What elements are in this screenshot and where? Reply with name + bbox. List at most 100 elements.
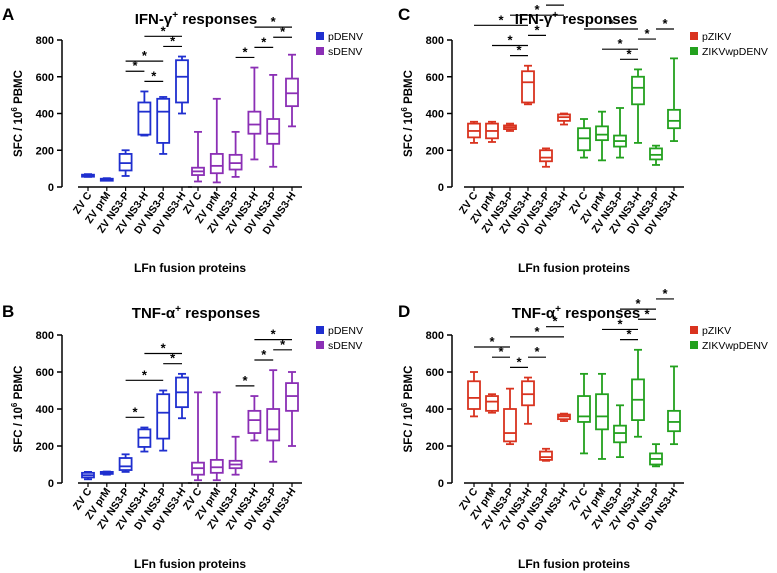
box-zikvwpdenv-4: [649, 443, 663, 468]
y-tick-label: 600: [426, 367, 444, 379]
significance-star: *: [242, 373, 248, 388]
box-zikvwpdenv-2: [613, 404, 627, 459]
box-iqr: [285, 77, 299, 108]
y-tick-label: 600: [426, 72, 444, 84]
box-iqr: [649, 147, 663, 161]
box-iqr: [521, 380, 535, 407]
box-pdenv-1: [99, 470, 114, 476]
box-pdenv-1: [99, 177, 114, 182]
box-pdenv-0: [81, 470, 95, 481]
box-pzikv-2: [503, 387, 517, 446]
significance-star: *: [662, 286, 668, 301]
box-zikvwpdenv-2: [613, 107, 627, 159]
y-tick-label: 200: [426, 145, 444, 157]
box-sdenv-0: [191, 391, 205, 482]
y-tick-label: 200: [426, 441, 444, 453]
y-tick-label: 0: [438, 182, 444, 194]
box-zikvwpdenv-0: [577, 118, 591, 159]
significance-star: *: [534, 344, 540, 359]
box-zikvwpdenv-3: [631, 348, 645, 438]
box-iqr: [667, 409, 681, 433]
box-sdenv-4: [266, 369, 281, 463]
box-iqr: [539, 149, 553, 163]
box-sdenv-4: [266, 74, 281, 168]
box-iqr: [247, 110, 262, 135]
box-iqr: [209, 153, 224, 175]
panel-title-main: TNF-α: [512, 305, 556, 322]
significance-star: *: [132, 404, 138, 419]
box-sdenv-2: [228, 435, 243, 476]
y-tick-label: 200: [36, 441, 54, 453]
significance-star: *: [161, 341, 167, 356]
significance-star: *: [142, 367, 148, 382]
significance-star: *: [280, 337, 286, 352]
y-tick-label: 0: [48, 182, 54, 194]
box-iqr: [156, 97, 171, 144]
legend-swatch: [316, 341, 324, 349]
box-pdenv-4: [156, 96, 171, 155]
box-pzikv-0: [467, 371, 481, 418]
box-pzikv-4: [539, 447, 553, 462]
box-zikvwpdenv-5: [667, 365, 681, 446]
box-pdenv-0: [81, 173, 95, 178]
significance-star: *: [498, 344, 504, 359]
legend-swatch: [316, 32, 324, 40]
significance-star: *: [552, 0, 558, 7]
y-axis-label-sup: 6: [400, 107, 409, 112]
panel-label: B: [2, 302, 14, 321]
significance-star: *: [662, 16, 668, 31]
box-pzikv-1: [485, 393, 499, 414]
panel-label: C: [398, 5, 410, 24]
significance-star: *: [635, 296, 641, 311]
box-pdenv-5: [175, 372, 189, 420]
panel-title: IFN-γ+ responses: [135, 10, 258, 28]
legend-label: ZIKVwpDENV: [702, 340, 768, 352]
y-axis-label-suffix: PBMC: [13, 366, 25, 403]
significance-star: *: [516, 354, 522, 369]
legend-label: sDENV: [328, 46, 362, 58]
box-zikvwpdenv-1: [595, 110, 609, 162]
box-iqr: [595, 393, 609, 431]
y-tick-label: 400: [36, 109, 54, 121]
legend-label: pZIKV: [702, 325, 731, 337]
y-axis-label-main: SFC / 10: [403, 112, 415, 157]
box-pzikv-5: [557, 112, 571, 126]
significance-star: *: [534, 22, 540, 37]
significance-star: *: [644, 26, 650, 41]
box-pzikv-3: [521, 64, 535, 106]
y-axis-label: SFC / 106 PBMC: [400, 70, 415, 157]
significance-star: *: [626, 327, 632, 342]
box-iqr: [228, 153, 243, 171]
legend-swatch: [690, 32, 698, 40]
box-zikvwpdenv-1: [595, 372, 609, 460]
box-sdenv-1: [209, 391, 224, 482]
y-axis-label: SFC / 106 PBMC: [400, 366, 415, 453]
significance-star: *: [242, 44, 248, 59]
box-iqr: [667, 108, 681, 130]
box-iqr: [521, 70, 535, 104]
box-zikvwpdenv-3: [631, 68, 645, 144]
legend-swatch: [690, 326, 698, 334]
box-pzikv-3: [521, 376, 535, 425]
box-pzikv-4: [539, 147, 553, 168]
legend-swatch: [316, 47, 324, 55]
y-axis-label-main: SFC / 10: [13, 112, 25, 157]
significance-star: *: [170, 351, 176, 366]
x-axis-label: LFn fusion proteins: [518, 557, 630, 571]
panel-label: A: [2, 5, 14, 24]
significance-star: *: [271, 14, 277, 29]
box-sdenv-3: [247, 66, 262, 161]
box-iqr: [577, 395, 591, 423]
box-sdenv-3: [247, 395, 262, 442]
y-tick-label: 800: [36, 330, 54, 342]
box-iqr: [118, 457, 133, 471]
y-tick-label: 400: [36, 404, 54, 416]
panel-title-suffix: responses: [181, 305, 260, 322]
significance-star: *: [132, 58, 138, 73]
box-zikvwpdenv-5: [667, 57, 681, 142]
significance-star: *: [516, 43, 522, 58]
significance-star: *: [271, 327, 277, 342]
y-axis-label: SFC / 106 PBMC: [10, 70, 25, 157]
box-iqr: [503, 408, 517, 443]
box-pzikv-5: [557, 412, 571, 422]
